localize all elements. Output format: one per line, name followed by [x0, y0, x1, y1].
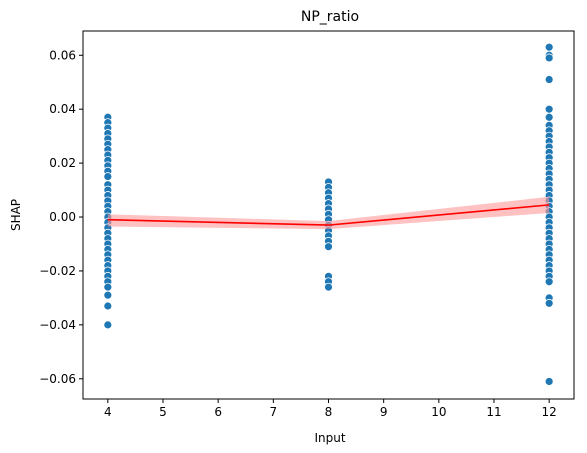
y-tick-label: 0.00: [49, 210, 76, 224]
x-tick-label: 6: [214, 405, 222, 419]
x-tick-label: 9: [380, 405, 388, 419]
y-tick-label: −0.02: [39, 264, 76, 278]
scatter-point: [103, 282, 113, 292]
y-axis: −0.06 −0.04 −0.02 0.00 0.02 0.04 0.06: [39, 48, 83, 386]
y-tick-label: −0.04: [39, 318, 76, 332]
scatter-point: [544, 53, 554, 63]
scatter-point: [103, 290, 113, 300]
x-tick-label: 10: [431, 405, 446, 419]
x-tick-label: 4: [104, 405, 112, 419]
y-tick-label: 0.04: [49, 102, 76, 116]
scatter-point: [544, 104, 554, 114]
trend-confidence-band: [107, 196, 550, 230]
trend-line: [107, 204, 550, 226]
y-tick-label: −0.06: [39, 372, 76, 386]
scatter-point: [544, 112, 554, 122]
x-tick-label: 5: [159, 405, 167, 419]
y-axis-label: SHAP: [9, 199, 23, 231]
scatter-point: [544, 75, 554, 84]
chart-title: NP_ratio: [301, 9, 359, 25]
x-tick-label: 8: [325, 405, 333, 419]
plot-area: [103, 42, 554, 386]
scatter-point: [103, 320, 113, 330]
y-tick-label: 0.06: [49, 48, 76, 62]
scatter-point: [324, 282, 333, 292]
x-tick-label: 12: [542, 405, 557, 419]
scatter-point: [544, 42, 554, 52]
scatter-point: [544, 377, 554, 386]
scatter-point: [544, 298, 554, 308]
y-tick-label: 0.02: [49, 156, 76, 170]
scatter-point: [324, 242, 333, 252]
x-axis: 4 5 6 7 8 9 10 11 12: [104, 399, 557, 419]
x-tick-label: 7: [270, 405, 278, 419]
scatter-point: [103, 172, 113, 181]
scatter-point: [103, 301, 113, 311]
x-tick-label: 11: [486, 405, 501, 419]
x-axis-label: Input: [314, 431, 345, 445]
scatter-point: [544, 277, 554, 287]
